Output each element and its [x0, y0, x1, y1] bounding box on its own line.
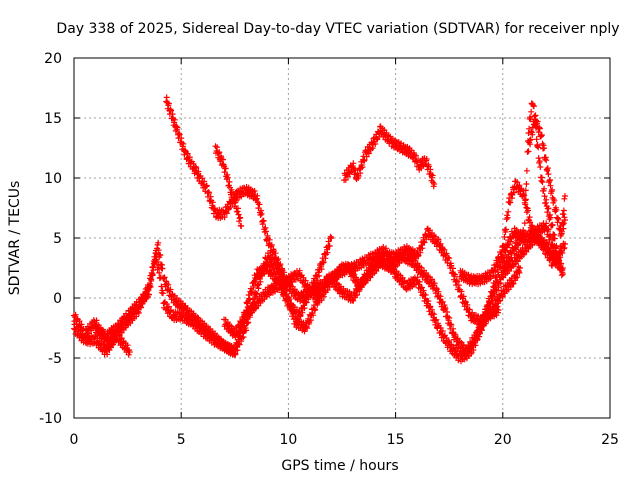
y-tick-label: 5 [53, 231, 62, 247]
data-point-markers [341, 123, 438, 190]
y-tick-label: -10 [39, 411, 62, 427]
y-tick-label: 15 [44, 111, 62, 127]
y-tick-label: -5 [48, 351, 62, 367]
y-tick-label: 10 [44, 171, 62, 187]
x-tick-label: 20 [494, 432, 512, 448]
series-trace-10 [525, 112, 568, 237]
x-tick-label: 15 [387, 432, 405, 448]
data-point-markers [212, 143, 245, 229]
y-tick-label: 20 [44, 51, 62, 67]
series-trace-5 [212, 143, 245, 229]
x-tick-label: 5 [177, 432, 186, 448]
x-axis-label: GPS time / hours [281, 458, 398, 474]
series-trace-6 [341, 123, 438, 190]
data-point-markers [478, 231, 566, 327]
data-point-markers [525, 112, 568, 237]
y-tick-label: 0 [53, 291, 62, 307]
series-trace-11 [478, 231, 566, 327]
x-tick-label: 0 [70, 432, 79, 448]
data-markers [71, 94, 568, 365]
x-tick-label: 25 [601, 432, 619, 448]
axis-ticks: 0 5 10 15 20 25 -10 -5 0 5 10 15 20 [39, 51, 619, 448]
chart-title: Day 338 of 2025, Sidereal Day-to-day VTE… [56, 21, 619, 37]
x-tick-label: 10 [279, 432, 297, 448]
y-axis-label: SDTVAR / TECUs [7, 181, 23, 296]
